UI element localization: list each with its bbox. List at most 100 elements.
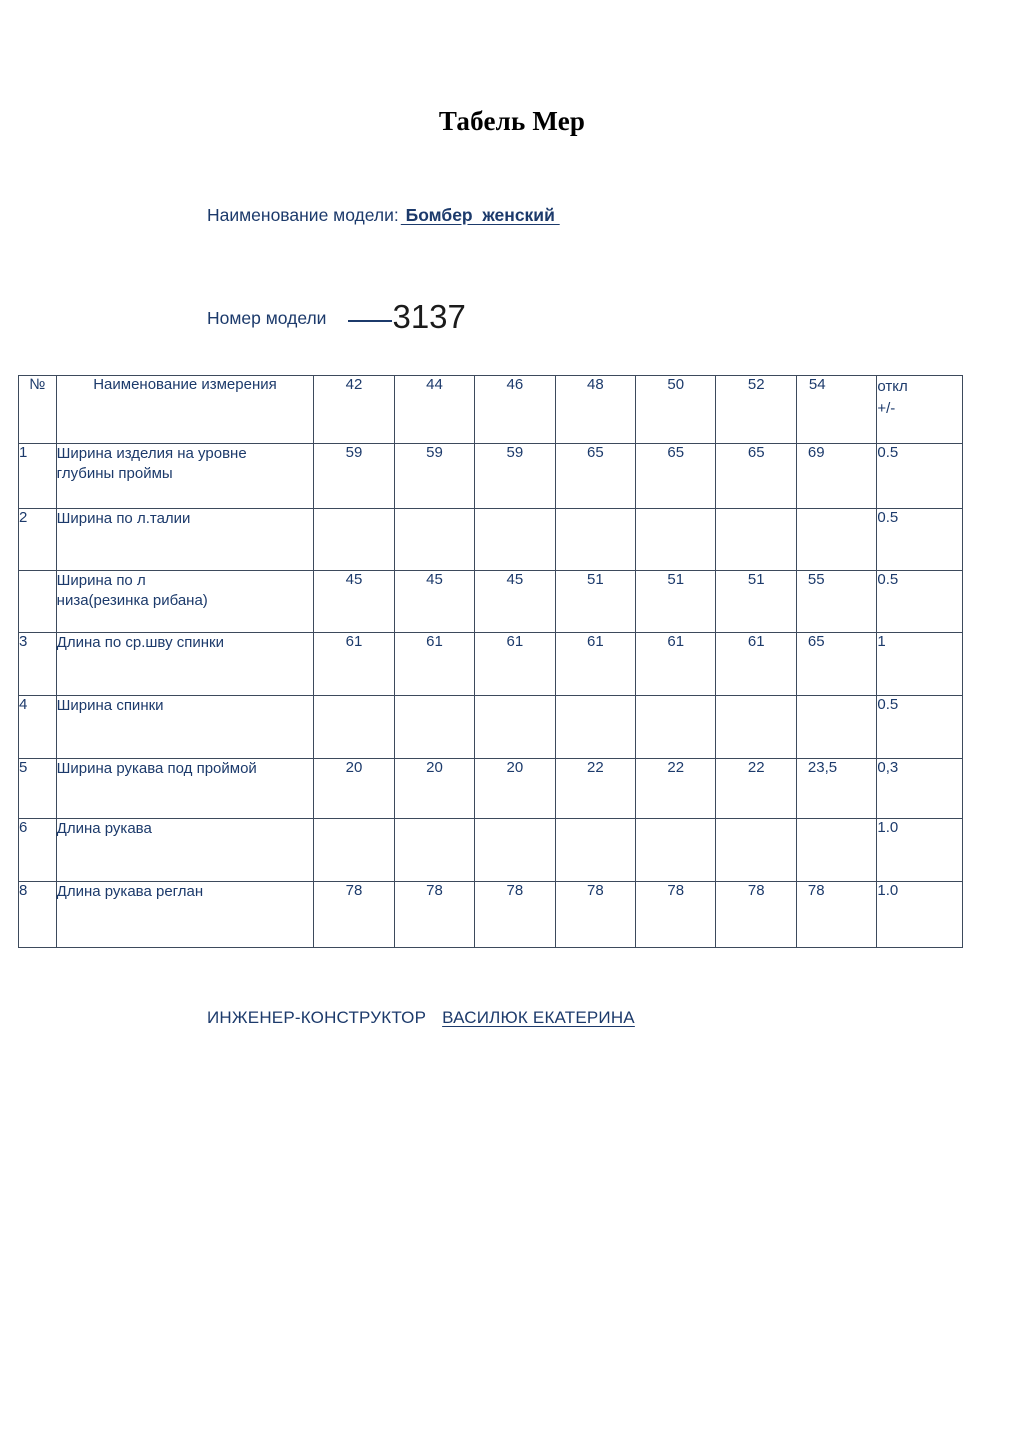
cell-size-44: [393, 508, 476, 571]
cell-size-52: [715, 508, 797, 571]
model-number-label: Номер модели: [207, 308, 327, 328]
cell-size-44: 45: [393, 570, 476, 633]
table-row: 1 Ширина изделия на уровне глубины проймы…: [18, 443, 963, 509]
cell-size-46: 78: [474, 881, 556, 948]
header-deviation-line2: +/-: [877, 399, 896, 417]
cell-size-50: 65: [635, 443, 717, 509]
engineer-role-label: ИНЖЕНЕР-КОНСТРУКТОР: [207, 1008, 427, 1027]
model-name-value: Бомбер женский: [400, 205, 560, 225]
row-number: 2: [18, 508, 57, 571]
model-name-field: Наименование модели: Бомбер женский: [207, 205, 560, 226]
table-header-row: № Наименование измерения 42 44 46 48 50 …: [18, 375, 963, 444]
cell-deviation: 1: [876, 632, 963, 696]
header-deviation-line1: откл: [877, 378, 908, 395]
row-number: 8: [18, 881, 57, 948]
cell-size-54: 55: [795, 570, 878, 633]
row-number: [18, 570, 57, 633]
row-number: 6: [18, 818, 57, 882]
table-row: 6 Длина рукава 1.0: [18, 818, 963, 882]
cell-size-44: [393, 818, 476, 882]
cell-size-44: 78: [393, 881, 476, 948]
row-measurement: Ширина изделия на уровне глубины проймы: [55, 443, 315, 509]
cell-size-46: 59: [474, 443, 556, 509]
cell-size-48: 78: [554, 881, 637, 948]
cell-size-46: 61: [474, 632, 556, 696]
row-measurement: Ширина по л.талии: [55, 508, 315, 571]
cell-size-42: [313, 818, 395, 882]
table-row: 5 Ширина рукава под проймой 20 20 20 22 …: [18, 758, 963, 819]
cell-deviation: 0.5: [876, 570, 963, 633]
cell-size-52: 78: [715, 881, 797, 948]
row-measurement: Длина по ср.шву спинки: [55, 632, 315, 696]
page-title: Табель Мер: [438, 106, 586, 136]
cell-size-48: 22: [554, 758, 637, 819]
row-number: 1: [18, 443, 57, 509]
cell-size-52: 65: [715, 443, 797, 509]
row-number: 5: [18, 758, 57, 819]
table-row: 4 Ширина спинки 0.5: [18, 695, 963, 759]
engineer-name: ВАСИЛЮК ЕКАТЕРИНА: [442, 1008, 635, 1027]
header-size-54: 54: [795, 375, 878, 444]
cell-size-52: 22: [715, 758, 797, 819]
cell-deviation: 0,3: [876, 758, 963, 819]
model-name-label: Наименование модели:: [207, 205, 399, 225]
cell-deviation: 0.5: [876, 443, 963, 509]
cell-size-44: 61: [393, 632, 476, 696]
cell-size-44: 59: [393, 443, 476, 509]
cell-size-48: [554, 818, 637, 882]
header-measurement: Наименование измерения: [55, 375, 315, 444]
cell-size-46: 45: [474, 570, 556, 633]
header-size-48: 48: [554, 375, 637, 444]
cell-size-50: [635, 695, 717, 759]
row-number: 3: [18, 632, 57, 696]
cell-size-48: [554, 695, 637, 759]
measurements-table: № Наименование измерения 42 44 46 48 50 …: [18, 375, 963, 948]
cell-size-54: [795, 508, 878, 571]
cell-size-52: [715, 695, 797, 759]
cell-size-46: [474, 818, 556, 882]
cell-size-42: 45: [313, 570, 395, 633]
cell-size-50: 51: [635, 570, 717, 633]
cell-size-42: 20: [313, 758, 395, 819]
cell-size-48: [554, 508, 637, 571]
cell-size-42: [313, 695, 395, 759]
cell-size-42: 78: [313, 881, 395, 948]
row-measurement: Ширина спинки: [55, 695, 315, 759]
cell-size-52: [715, 818, 797, 882]
cell-size-42: 59: [313, 443, 395, 509]
header-size-42: 42: [313, 375, 395, 444]
table-row: Ширина по л низа(резинка рибана) 45 45 45…: [18, 570, 963, 633]
cell-deviation: 0.5: [876, 508, 963, 571]
cell-deviation: 1.0: [876, 818, 963, 882]
cell-size-52: 51: [715, 570, 797, 633]
cell-deviation: 0.5: [876, 695, 963, 759]
cell-size-50: [635, 818, 717, 882]
cell-size-46: [474, 695, 556, 759]
header-size-44: 44: [393, 375, 476, 444]
row-measurement: Ширина по л низа(резинка рибана): [55, 570, 315, 633]
cell-size-54: [795, 695, 878, 759]
cell-deviation: 1.0: [876, 881, 963, 948]
cell-size-46: [474, 508, 556, 571]
header-size-46: 46: [474, 375, 556, 444]
cell-size-50: 61: [635, 632, 717, 696]
cell-size-42: 61: [313, 632, 395, 696]
cell-size-54: 65: [795, 632, 878, 696]
cell-size-44: 20: [393, 758, 476, 819]
model-number-field: Номер модели 3137: [207, 296, 466, 333]
cell-size-44: [393, 695, 476, 759]
cell-size-50: [635, 508, 717, 571]
row-measurement: Длина рукава: [55, 818, 315, 882]
cell-size-48: 65: [554, 443, 637, 509]
cell-size-52: 61: [715, 632, 797, 696]
header-size-52: 52: [715, 375, 797, 444]
table-row: 2 Ширина по л.талии 0.5: [18, 508, 963, 571]
cell-size-54: 69: [795, 443, 878, 509]
cell-size-50: 22: [635, 758, 717, 819]
header-deviation: откл +/-: [876, 375, 963, 444]
table-row: 3 Длина по ср.шву спинки 61 61 61 61 61 …: [18, 632, 963, 696]
cell-size-42: [313, 508, 395, 571]
model-number-rule: [348, 320, 393, 322]
model-number-value: 3137: [392, 298, 466, 335]
